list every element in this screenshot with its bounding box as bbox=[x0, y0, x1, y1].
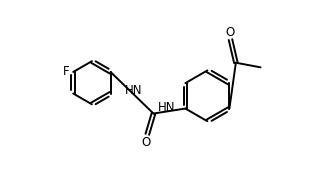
Text: O: O bbox=[226, 26, 235, 39]
Text: HN: HN bbox=[157, 101, 175, 115]
Text: F: F bbox=[63, 65, 70, 78]
Text: O: O bbox=[141, 136, 150, 149]
Text: HN: HN bbox=[125, 84, 142, 97]
